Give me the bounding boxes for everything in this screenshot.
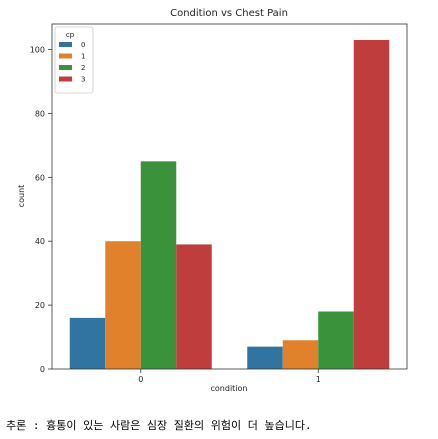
bar-cp0-condition0 bbox=[69, 317, 106, 369]
chart-title: Condition vs Chest Pain bbox=[170, 8, 288, 19]
legend-swatch bbox=[59, 53, 72, 59]
y-tick-label: 100 bbox=[30, 46, 45, 55]
y-tick-label: 80 bbox=[35, 109, 45, 118]
y-axis-label: count bbox=[17, 185, 26, 208]
bar-cp0-condition1 bbox=[247, 346, 283, 369]
inference-note: 추론 : 흉통이 있는 사람은 심장 질환의 위험이 더 높습니다. bbox=[6, 419, 312, 432]
legend-label: 2 bbox=[81, 64, 85, 72]
legend-title: cp bbox=[66, 31, 75, 39]
y-tick-label: 40 bbox=[35, 237, 45, 246]
bar-cp1-condition1 bbox=[282, 340, 319, 369]
legend: cp 0 1 2 3 bbox=[54, 26, 94, 94]
x-tick-label: 0 bbox=[138, 375, 143, 384]
bar-cp1-condition0 bbox=[105, 241, 141, 369]
bars-layer bbox=[69, 39, 390, 369]
y-tick-label: 20 bbox=[35, 301, 45, 310]
bar-cp2-condition0 bbox=[140, 161, 177, 369]
y-axis: 0 20 40 60 80 100 bbox=[30, 46, 52, 374]
bar-cp3-condition0 bbox=[176, 244, 212, 369]
legend-swatch bbox=[59, 42, 72, 47]
legend-label: 3 bbox=[81, 76, 85, 84]
plot-frame bbox=[51, 23, 408, 370]
legend-swatch bbox=[59, 76, 72, 82]
y-tick-label: 60 bbox=[35, 173, 45, 182]
legend-swatch bbox=[59, 65, 72, 70]
legend-label: 1 bbox=[81, 53, 85, 61]
bar-cp3-condition1 bbox=[353, 39, 390, 369]
bar-cp2-condition1 bbox=[318, 311, 354, 369]
legend-label: 0 bbox=[81, 41, 85, 49]
y-tick-label: 0 bbox=[40, 365, 45, 374]
x-axis-label: condition bbox=[211, 384, 248, 393]
x-tick-label: 1 bbox=[316, 375, 321, 384]
